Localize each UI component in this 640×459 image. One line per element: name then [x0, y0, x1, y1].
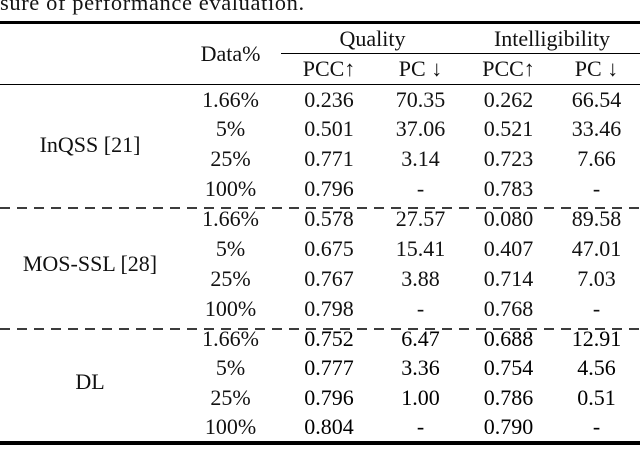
- table-row: 100% 0.804 - 0.790 -: [0, 413, 640, 443]
- table-row: MOS-SSL [28] 1.66% 0.578 27.57 0.080 89.…: [0, 204, 640, 275]
- value-cell: 3.14: [401, 146, 440, 172]
- value-cell: -: [592, 295, 601, 321]
- value-cell: 3.88: [401, 265, 440, 291]
- value-cell: 6.47: [401, 325, 440, 351]
- data-pct-cell: 25%: [210, 265, 251, 291]
- value-cell: 0.767: [304, 265, 354, 291]
- value-cell: 0.521: [483, 116, 534, 142]
- data-pct-cell: 5%: [215, 235, 246, 261]
- value-cell: 70.35: [377, 84, 464, 115]
- header-intelligibility: Intelligibility: [464, 22, 640, 54]
- data-pct-cell: 25%: [210, 385, 251, 411]
- data-pct-cell: 1.66%: [202, 206, 259, 231]
- value-cell: 0.771: [304, 146, 354, 172]
- table-row: 5% 0.777 3.36 0.754 4.56: [0, 354, 640, 384]
- caption-text: sure of performance evaluation.: [0, 0, 305, 15]
- value-cell: -: [416, 414, 425, 440]
- table-body: InQSS [21] 1.66% 0.236 70.35 0.262 66.54…: [0, 84, 640, 444]
- group-separator-dashed: [0, 328, 640, 330]
- header-row-metrics: PCC↑ PC ↓ PCC↑ PC ↓: [0, 54, 640, 85]
- value-cell: 37.06: [395, 116, 446, 142]
- header-quality: Quality: [281, 22, 464, 54]
- data-pct-cell: 1.66%: [202, 325, 259, 351]
- method-label-mos-ssl: MOS-SSL [28]: [22, 250, 158, 276]
- data-pct-cell: 5%: [215, 355, 246, 381]
- data-pct-cell: 5%: [215, 116, 246, 142]
- value-cell: 0.752: [304, 325, 354, 351]
- value-cell: -: [416, 295, 425, 321]
- value-cell: 47.01: [571, 235, 622, 261]
- header-data-pct: Data%: [200, 41, 261, 66]
- value-cell: 0.407: [483, 235, 534, 261]
- data-pct-cell: 100%: [204, 295, 257, 321]
- value-cell: 1.00: [401, 385, 440, 411]
- value-cell: 0.804: [304, 414, 354, 440]
- table-row: 25% 0.767 3.88 0.714 7.03: [0, 264, 640, 294]
- value-cell: 66.54: [553, 84, 640, 115]
- value-cell: 0.754: [483, 355, 534, 381]
- value-cell: 0.262: [464, 84, 553, 115]
- value-cell: 0.236: [281, 84, 377, 115]
- value-cell: 0.501: [304, 116, 354, 142]
- table-row: 100% 0.798 - 0.768 -: [0, 294, 640, 324]
- table-row: 5% 0.675 15.41 0.407 47.01: [0, 234, 640, 264]
- value-cell: 0.723: [483, 146, 534, 172]
- value-cell: 0.768: [483, 295, 534, 321]
- method-label-inqss: InQSS [21]: [0, 84, 180, 205]
- value-cell: 15.41: [395, 235, 446, 261]
- value-cell: 0.796: [304, 176, 354, 202]
- value-cell: 12.91: [571, 325, 622, 351]
- value-cell: 0.714: [483, 265, 534, 291]
- value-cell: -: [416, 176, 425, 202]
- value-cell: 0.777: [304, 355, 354, 381]
- subheader-intelligibility-pc: PC ↓: [574, 56, 619, 81]
- value-cell: -: [592, 176, 601, 202]
- group-separator-dashed: [0, 207, 640, 209]
- caption-fragment-region: sure of performance evaluation.: [0, 0, 420, 16]
- value-cell: 0.675: [304, 235, 354, 261]
- value-cell: 0.783: [483, 176, 534, 202]
- method-label-dl: DL: [75, 369, 105, 395]
- value-cell: 0.798: [304, 295, 354, 321]
- value-cell: 3.36: [401, 355, 440, 381]
- value-cell: 0.786: [483, 385, 534, 411]
- value-cell: 0.796: [304, 385, 354, 411]
- value-cell: -: [592, 414, 601, 440]
- table-row: DL 1.66% 0.752 6.47 0.688 12.91: [0, 324, 640, 393]
- value-cell: 0.688: [483, 325, 534, 351]
- table-row: 5% 0.501 37.06 0.521 33.46: [0, 114, 640, 144]
- results-table: Data% Quality Intelligibility PCC↑ PC ↓ …: [0, 21, 640, 446]
- value-cell: 33.46: [571, 116, 622, 142]
- table-row: 25% 0.771 3.14 0.723 7.66: [0, 144, 640, 174]
- data-pct-cell: 100%: [204, 414, 257, 440]
- subheader-intelligibility-pcc: PCC↑: [482, 56, 535, 81]
- table-row: 100% 0.796 - 0.783 -: [0, 174, 640, 204]
- value-cell: 0.080: [483, 206, 534, 231]
- value-cell: 27.57: [395, 206, 446, 231]
- subheader-quality-pc: PC ↓: [398, 56, 443, 81]
- table-row: 25% 0.796 1.00 0.786 0.51: [0, 383, 640, 413]
- value-cell: 89.58: [571, 206, 622, 231]
- header-row-groups: Data% Quality Intelligibility: [0, 22, 640, 65]
- value-cell: 7.66: [577, 146, 616, 172]
- data-pct-cell: 25%: [210, 146, 251, 172]
- subheader-quality-pcc: PCC↑: [302, 56, 356, 81]
- value-cell: 7.03: [577, 265, 616, 291]
- data-pct-cell: 100%: [204, 176, 257, 202]
- value-cell: 0.51: [577, 385, 616, 411]
- table-row: InQSS [21] 1.66% 0.236 70.35 0.262 66.54: [0, 84, 640, 205]
- data-pct-cell: 1.66%: [180, 84, 281, 115]
- value-cell: 4.56: [577, 355, 616, 381]
- value-cell: 0.578: [304, 206, 354, 231]
- spacer-cell: [0, 23, 180, 54]
- table-header: Data% Quality Intelligibility PCC↑ PC ↓ …: [0, 22, 640, 85]
- spacer-cell: [0, 54, 180, 85]
- value-cell: 0.790: [483, 414, 534, 440]
